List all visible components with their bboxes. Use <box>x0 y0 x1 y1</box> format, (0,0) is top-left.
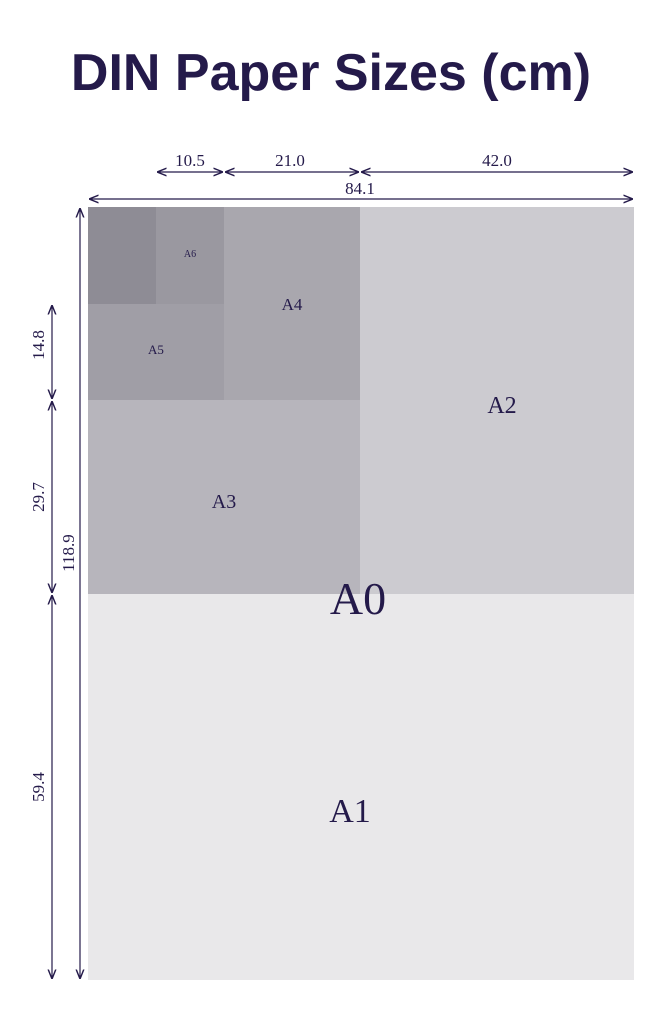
dim-label: 42.0 <box>482 151 512 170</box>
dim-label: 84.1 <box>345 179 375 198</box>
label-a0: A0 <box>330 573 386 624</box>
dim-label: 59.4 <box>29 772 48 802</box>
label-a2: A2 <box>487 393 516 419</box>
label-a4: A4 <box>282 295 303 314</box>
dim-label: 21.0 <box>275 151 305 170</box>
sheet-a3 <box>88 400 360 594</box>
label-a3: A3 <box>212 491 236 513</box>
label-a5: A5 <box>148 342 164 357</box>
label-a1: A1 <box>329 793 371 830</box>
sheet-a2 <box>360 207 634 594</box>
sheet-a7 <box>88 207 156 304</box>
title: DIN Paper Sizes (cm) <box>71 44 591 102</box>
dim-label: 29.7 <box>29 482 48 512</box>
dim-label: 118.9 <box>59 534 78 572</box>
dim-label: 14.8 <box>29 330 48 360</box>
sheet-a4 <box>224 207 360 400</box>
sheet-a5 <box>88 304 224 400</box>
label-a6: A6 <box>184 249 196 260</box>
sheet-a6 <box>156 207 224 304</box>
sheet-a1 <box>88 594 634 980</box>
dim-label: 10.5 <box>175 151 205 170</box>
